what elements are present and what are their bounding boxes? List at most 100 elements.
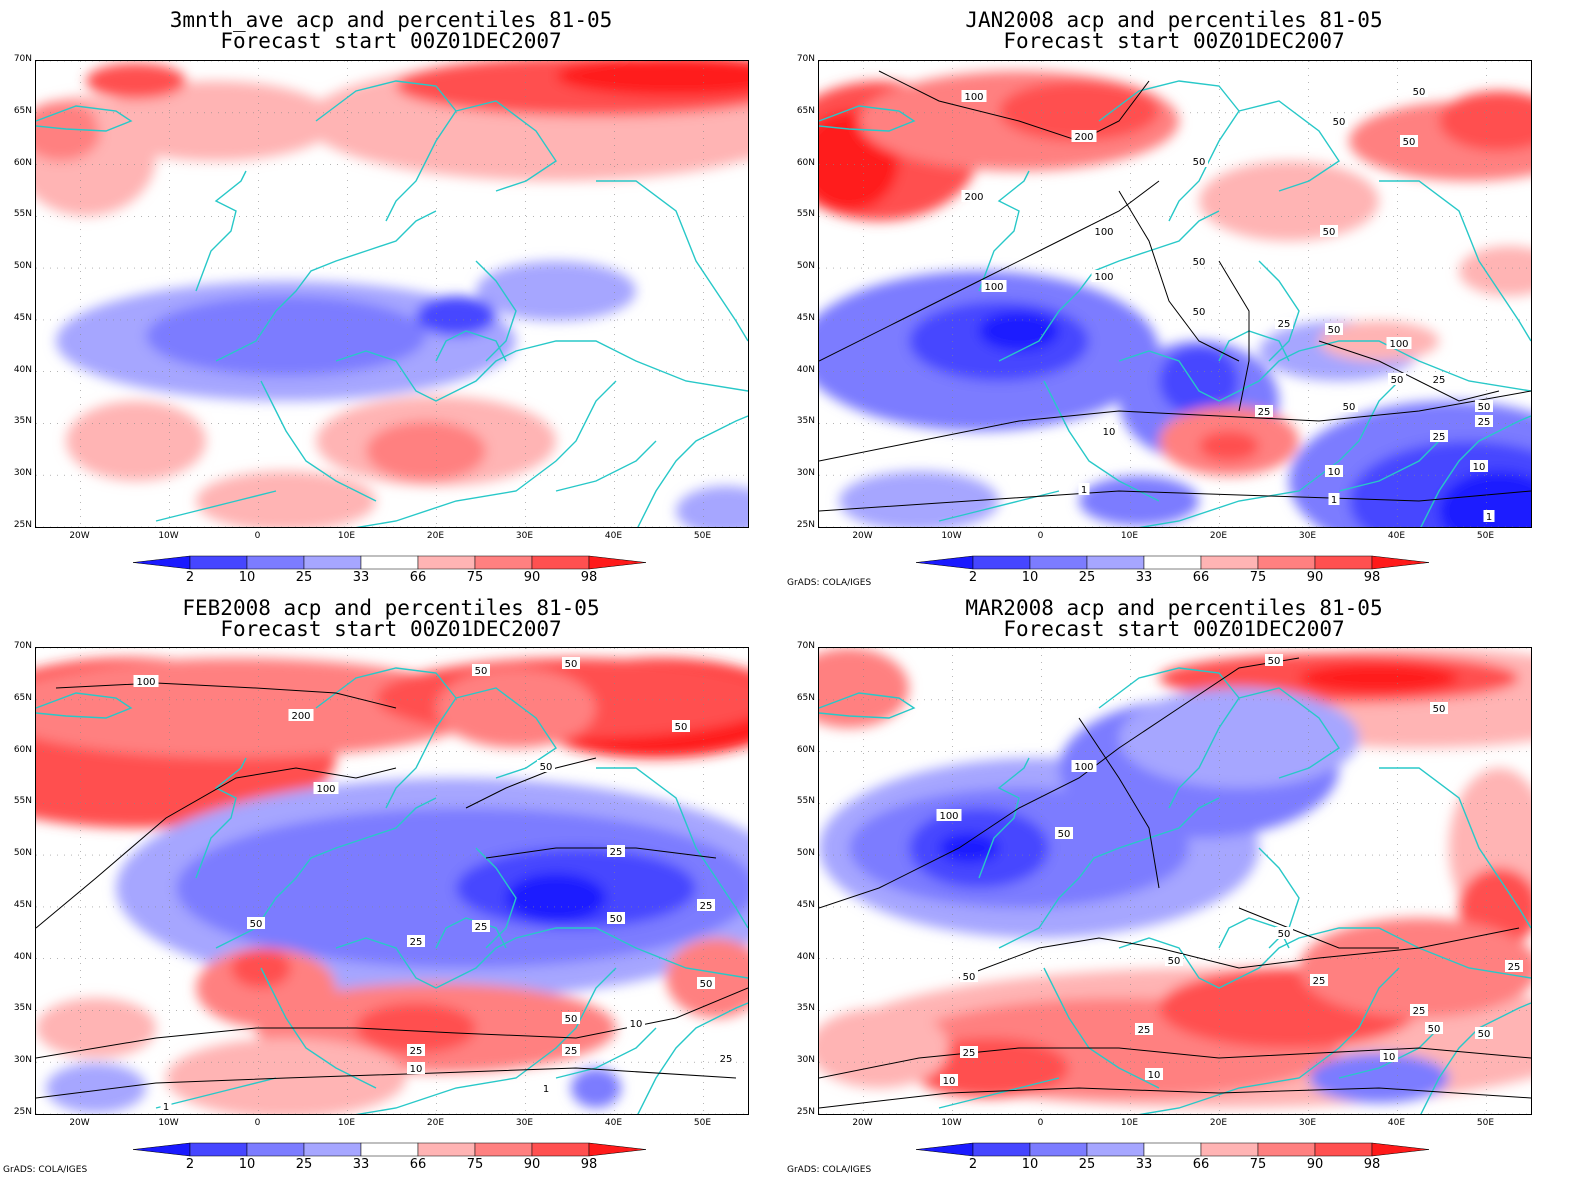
shaded-region-blue-33: [476, 261, 636, 321]
contour-label-bg: [1265, 654, 1283, 666]
colorbar-arrow-right: [1371, 1142, 1430, 1157]
contour-label: 50: [1428, 1024, 1441, 1035]
contour-label: 50: [1391, 375, 1404, 386]
contour-label: 100: [1094, 272, 1113, 283]
grads-credit: GrADS: COLA/IGES: [3, 1165, 88, 1175]
colorbar-arrow-right: [588, 1142, 647, 1157]
lon-tick-label: 50E: [1476, 531, 1495, 541]
contour-line: [819, 657, 1300, 909]
contour-label-bg: [160, 1100, 172, 1112]
contour-label: 25: [720, 1054, 733, 1065]
colorbar-label: 2: [968, 570, 978, 585]
contour-label: 10: [410, 1064, 423, 1075]
coastline: [819, 105, 916, 132]
shaded-region-red-66: [1199, 161, 1379, 241]
contour-label-bg: [537, 760, 555, 772]
lat-tick-label: 50N: [13, 261, 32, 272]
contour-label-bg: [940, 1074, 958, 1086]
contour-label: 25: [1433, 432, 1446, 443]
lat-tick-label: 30N: [13, 1055, 32, 1066]
lon-tick-label: 10E: [337, 531, 356, 541]
lat-tick-label: 45N: [13, 312, 32, 323]
colorbar-segment: [189, 555, 248, 570]
contour-label: 50: [540, 762, 553, 773]
colorbar-label: 66: [1192, 1157, 1210, 1172]
lat-tick-label: 25N: [796, 520, 815, 530]
lat-tick-label: 40N: [13, 951, 32, 962]
shaded-region-red-66: [1459, 246, 1531, 296]
contour-line: [1218, 260, 1250, 412]
colorbar-label: 25: [295, 1157, 313, 1172]
panel-title: 3mnth_ave acp and percentiles 81-05 Fore…: [35, 10, 747, 52]
map-svg: 100 200 100 50 50 50 50 25 25 50 50 25 50 50 25 10 25 25 2…: [36, 648, 748, 1114]
shaded-region-red-75: [436, 668, 596, 748]
shaded-region-red-90: [86, 63, 186, 99]
shaded-region-blue-10: [1159, 346, 1239, 416]
lat-tick-label: 25N: [13, 1107, 32, 1117]
shaded-region-red-90: [356, 1003, 476, 1053]
contour-label: 100: [316, 784, 335, 795]
colorbar-label: 66: [409, 570, 427, 585]
colorbar-label: 75: [466, 1157, 484, 1172]
colorbar-label: 25: [1078, 570, 1096, 585]
coastline: [1338, 440, 1440, 492]
shaded-region-red-75: [1299, 918, 1531, 1018]
coastline: [1118, 340, 1531, 402]
colorbar-segment: [189, 1142, 248, 1157]
colorbar-label: 33: [352, 570, 370, 585]
contour-label: 10: [1328, 467, 1341, 478]
contour-label-bg: [1386, 337, 1412, 349]
contour-label-bg: [288, 709, 314, 721]
contour-label-bg: [981, 280, 1007, 292]
colorbar-segment: [1029, 555, 1088, 570]
title-line2: Forecast start 00Z01DEC2007: [220, 29, 562, 53]
panel-jan2008: JAN2008 acp and percentiles 81-05 Foreca…: [0, 0, 1382, 598]
title-line2: Forecast start 00Z01DEC2007: [220, 617, 562, 641]
coastline: [260, 380, 377, 502]
coastline: [455, 687, 557, 779]
lon-tick-label: 0: [254, 1118, 261, 1128]
coastline: [1138, 380, 1400, 527]
contour-label-bg: [1425, 1022, 1443, 1034]
lat-tick-label: 70N: [796, 54, 815, 64]
contour-label-bg: [562, 1012, 580, 1024]
shaded-region-blue-25: [1079, 476, 1199, 526]
contour-line: [465, 757, 597, 809]
contour-label-bg: [1091, 225, 1117, 237]
contour-label-bg: [672, 720, 690, 732]
shaded-region-blue-33: [46, 1063, 146, 1113]
shaded-region-blue-33: [839, 471, 999, 527]
lat-tick-label: 45N: [796, 312, 815, 323]
contour-label: 25: [1433, 375, 1446, 386]
contour-label-bg: [1475, 415, 1493, 427]
shaded-region-red-98: [556, 61, 748, 96]
lon-tick-label: 10E: [1120, 1118, 1139, 1128]
map-plot-area: 100 200 100 50 50 50 50 25 25 50 50 25 50 50 25 10 25 25 2…: [35, 647, 749, 1115]
contour-label-bg: [697, 977, 715, 989]
coastline: [998, 210, 1220, 362]
coastline: [475, 260, 517, 362]
percentile-shading: [819, 648, 1531, 1108]
lat-tick-label: 70N: [796, 641, 815, 651]
lon-tick-label: 20E: [1209, 531, 1228, 541]
contour-line: [1118, 190, 1240, 362]
panel-title: JAN2008 acp and percentiles 81-05 Foreca…: [818, 10, 1530, 52]
coastline: [215, 797, 437, 949]
contour-label: 100: [964, 92, 983, 103]
contour-label: 100: [136, 677, 155, 688]
panel-title: FEB2008 acp and percentiles 81-05 Foreca…: [35, 598, 747, 640]
contour-line: [55, 682, 397, 709]
contour-label: 50: [1433, 704, 1446, 715]
colorbar-segment: [1314, 555, 1373, 570]
lat-tick-label: 40N: [13, 364, 32, 375]
contour-label-bg: [1255, 405, 1273, 417]
shaded-region-red-90: [1199, 431, 1259, 461]
contour-label: 50: [1058, 829, 1071, 840]
lat-tick-label: 30N: [796, 1055, 815, 1066]
panel-title: MAR2008 acp and percentiles 81-05 Foreca…: [818, 598, 1530, 640]
contour-label: 50: [475, 666, 488, 677]
lon-tick-label: 50E: [1476, 1118, 1495, 1128]
contour-label-bg: [472, 664, 490, 676]
percentile-shading: [36, 61, 748, 527]
shaded-region-blue-2: [979, 311, 1059, 351]
